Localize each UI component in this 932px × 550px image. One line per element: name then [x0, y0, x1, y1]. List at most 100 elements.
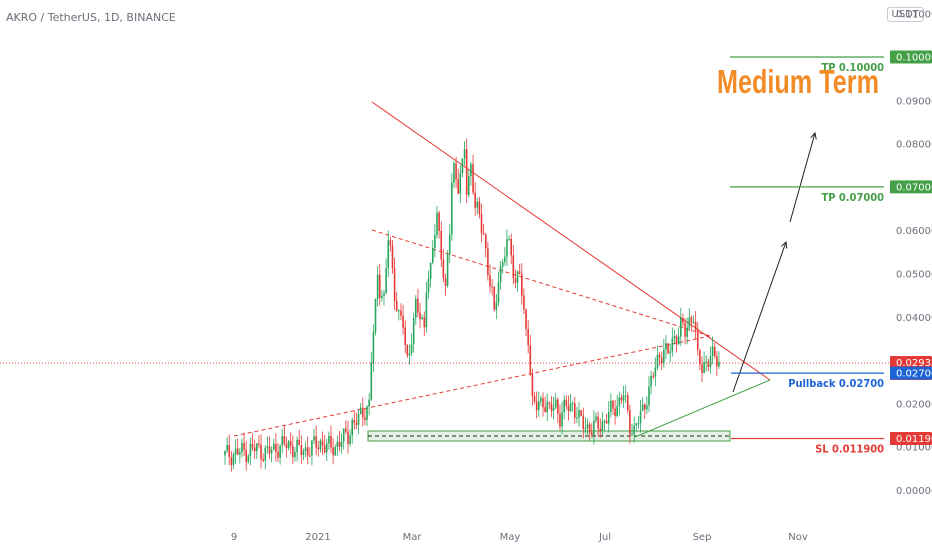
- candle-body: [709, 356, 712, 367]
- candle-body: [313, 436, 315, 441]
- candle-body: [264, 447, 267, 461]
- candle-body: [272, 443, 275, 450]
- candle-body: [716, 356, 718, 367]
- candle-body: [298, 439, 300, 445]
- candle-body: [478, 201, 481, 215]
- candle-body: [660, 357, 663, 364]
- candle-body: [292, 445, 294, 458]
- candle-body: [470, 164, 472, 177]
- candle-body: [451, 182, 453, 235]
- candle-body: [658, 354, 661, 358]
- candle-body: [567, 405, 570, 411]
- candle-body: [675, 336, 678, 344]
- candle-body: [226, 445, 228, 451]
- candle-body: [351, 419, 353, 436]
- candle-body: [279, 445, 281, 458]
- candle-body: [597, 416, 599, 429]
- candle-body: [315, 436, 317, 448]
- candle-body: [332, 447, 334, 456]
- candle-body: [347, 431, 349, 445]
- candle-body: [395, 300, 398, 312]
- candle-body: [501, 262, 504, 267]
- candle-body: [306, 447, 309, 456]
- candle-body: [442, 259, 445, 279]
- price-tag: [890, 50, 932, 64]
- candle-body: [527, 329, 529, 346]
- candle-body: [463, 149, 466, 159]
- candle-body: [459, 172, 462, 194]
- candle-body: [270, 449, 273, 454]
- candle-body: [707, 361, 710, 367]
- candle-body: [652, 375, 655, 377]
- level-label: TP 0.10000: [821, 61, 884, 74]
- candle-body: [393, 268, 396, 301]
- candle-body: [453, 163, 455, 183]
- candle-body: [241, 443, 243, 452]
- candle-body: [542, 398, 544, 408]
- candle-body: [599, 428, 602, 431]
- candle-body: [713, 346, 716, 357]
- candle-body: [493, 286, 496, 310]
- candle-body: [455, 163, 457, 180]
- price-tag-label: 0.02700: [896, 369, 932, 380]
- projection-arrow-2: [789, 133, 815, 223]
- candle-body: [262, 459, 264, 461]
- candle-body: [576, 417, 578, 419]
- candle-body: [228, 445, 231, 458]
- candle-body: [550, 403, 553, 411]
- candle-body: [582, 415, 585, 430]
- candle-body: [283, 436, 286, 444]
- candle-body: [561, 411, 563, 427]
- descending-trendline: [371, 101, 771, 381]
- candle-body: [359, 407, 362, 415]
- candle-body: [631, 434, 633, 436]
- candle-body: [368, 399, 370, 407]
- candle-body: [523, 295, 525, 310]
- candle-body: [646, 405, 648, 410]
- candle-body: [364, 417, 366, 420]
- candle-body: [410, 344, 413, 354]
- candle-body: [491, 286, 493, 288]
- candle-body: [374, 299, 377, 332]
- candle-body: [468, 176, 470, 195]
- candle-body: [448, 234, 451, 255]
- candle-body: [434, 234, 436, 248]
- x-tick-label: Sep: [693, 532, 712, 543]
- candle-body: [440, 230, 443, 260]
- candle-body: [665, 343, 667, 350]
- x-tick-label: Jul: [598, 532, 611, 543]
- candle-body: [230, 457, 233, 465]
- candle-body: [325, 443, 328, 453]
- candle-body: [643, 404, 646, 410]
- level-label: TP 0.07000: [821, 191, 884, 204]
- candle-body: [249, 444, 252, 456]
- candle-body: [357, 414, 360, 425]
- price-tag-label: 0.10000: [896, 53, 932, 64]
- medium-term-heading: Medium Term: [717, 63, 879, 100]
- level-label: Pullback 0.02700: [788, 377, 884, 390]
- candle-body: [497, 282, 500, 303]
- symbol-title: AKRO / TetherUS, 1D, BINANCE: [6, 11, 176, 24]
- candle-body: [516, 271, 519, 283]
- candle-body: [465, 149, 468, 195]
- candle-body: [476, 201, 479, 208]
- x-tick-label: Nov: [788, 532, 808, 543]
- candle-body: [610, 400, 612, 412]
- candle-body: [607, 411, 610, 424]
- candle-body: [236, 448, 239, 455]
- candle-body: [296, 439, 298, 453]
- falling-dashed-trendline: [371, 229, 711, 337]
- candle-body: [251, 444, 254, 448]
- candle-body: [429, 262, 432, 279]
- candle-body: [345, 428, 347, 432]
- candle-body: [370, 362, 373, 400]
- candle-body: [400, 310, 402, 316]
- candle-body: [340, 441, 343, 447]
- candle-body: [444, 278, 447, 287]
- currency-button[interactable]: USDT: [886, 7, 924, 22]
- candle-body: [277, 452, 279, 458]
